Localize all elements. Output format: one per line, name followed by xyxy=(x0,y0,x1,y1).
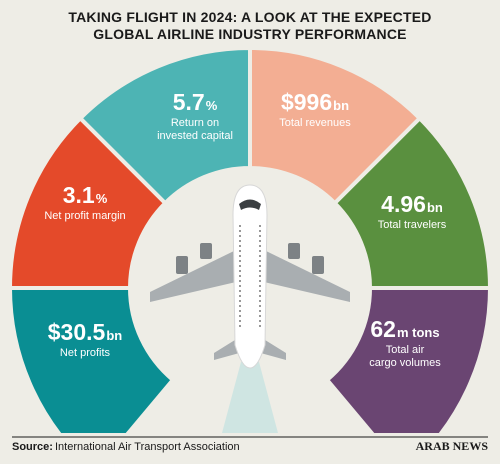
metric-value: $996bn xyxy=(281,89,349,115)
unit: % xyxy=(206,98,218,113)
value: 62 xyxy=(370,316,396,342)
metric-value: 62m tons xyxy=(370,316,439,342)
source: Source: International Air Transport Assoc… xyxy=(12,441,240,453)
metric-label: Return on xyxy=(171,117,219,129)
metric-value: 5.7% xyxy=(173,89,218,115)
metric-label: cargo volumes xyxy=(369,357,441,369)
title-line: TAKING FLIGHT IN 2024: A LOOK AT THE EXP… xyxy=(68,9,431,25)
source-text: International Air Transport Association xyxy=(55,441,240,453)
metric-value: 3.1% xyxy=(63,182,108,208)
unit: bn xyxy=(427,200,443,215)
unit: bn xyxy=(333,98,349,113)
source-label: Source: xyxy=(12,441,53,453)
value: 3.1 xyxy=(63,182,95,208)
unit: m tons xyxy=(397,325,440,340)
value: 5.7 xyxy=(173,89,205,115)
value: 4.96 xyxy=(381,191,426,217)
airplane xyxy=(150,184,350,369)
segment xyxy=(324,286,493,433)
value: $30.5 xyxy=(48,319,106,345)
metric-value: $30.5bn xyxy=(48,319,123,345)
ring xyxy=(7,45,493,433)
unit: bn xyxy=(106,328,122,343)
metric-label: Total revenues xyxy=(279,117,351,129)
title-line: GLOBAL AIRLINE INDUSTRY PERFORMANCE xyxy=(93,26,406,42)
metric-value: 4.96bn xyxy=(381,191,443,217)
unit: % xyxy=(96,191,108,206)
value: $996 xyxy=(281,89,332,115)
metric-label: Total air xyxy=(386,344,425,356)
metric-label: Total travelers xyxy=(378,219,447,231)
metric-label: invested capital xyxy=(157,130,233,142)
metric-label: Net profit margin xyxy=(44,210,125,222)
segment xyxy=(7,286,176,433)
metric-label: Net profits xyxy=(60,347,111,359)
logo: ARAB NEWS xyxy=(416,439,489,453)
contrail xyxy=(222,362,278,433)
